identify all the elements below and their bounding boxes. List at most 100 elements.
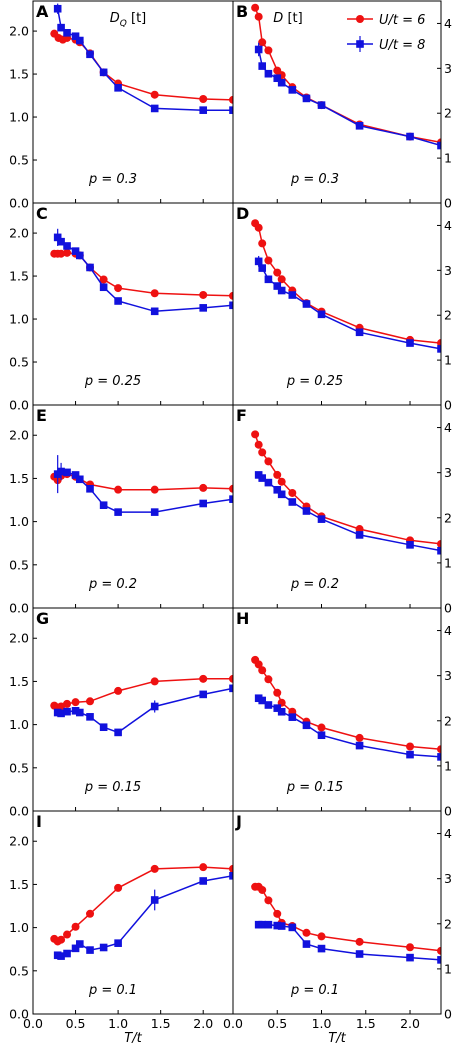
- data-point-circle: [199, 863, 208, 872]
- data-point-square: [199, 304, 208, 312]
- data-point-square: [406, 132, 414, 141]
- y-tick-label-left: 1.0: [9, 312, 29, 327]
- y-tick-label-right: 0: [444, 196, 452, 211]
- data-point-square: [437, 345, 441, 353]
- data-point-square: [437, 753, 441, 761]
- panel-e: Ep = 0.2: [32, 406, 233, 609]
- title-symbol: D: [110, 11, 120, 26]
- legend-marker-square: [356, 40, 364, 48]
- data-point-square: [229, 106, 233, 114]
- panel-data-b: [251, 3, 441, 150]
- panel-g: Gp = 0.15: [32, 609, 233, 812]
- y-tick-label-left: 0.0: [9, 804, 29, 819]
- data-point-square: [63, 242, 71, 250]
- panel-data-i: [50, 863, 233, 960]
- y-tick-label-left: 2.0: [9, 428, 29, 443]
- series-line: [54, 252, 233, 297]
- x-tick-label: 1.0: [108, 1016, 128, 1031]
- x-tick-label: 1.5: [151, 1016, 171, 1031]
- data-point-square: [71, 471, 80, 479]
- grid-frame: [32, 0, 442, 1015]
- data-point-circle: [258, 666, 267, 675]
- data-point-circle: [150, 864, 159, 873]
- data-point-square: [288, 291, 297, 299]
- data-point-circle: [63, 248, 72, 257]
- data-point-circle: [437, 539, 441, 548]
- y-tick-label-right: 3: [444, 871, 452, 886]
- y-tick-label-left: 0.0: [9, 601, 29, 616]
- y-tick-label-right: 1: [444, 151, 452, 166]
- y-tick-label-right: 0: [444, 601, 452, 616]
- doping-label: p = 0.1: [88, 983, 137, 998]
- data-point-square: [288, 713, 297, 721]
- data-point-square: [114, 84, 122, 92]
- panel-letter: C: [36, 204, 48, 223]
- data-point-square: [57, 467, 65, 476]
- data-point-square: [76, 708, 84, 717]
- data-point-circle: [406, 943, 415, 952]
- y-tick-label-right: 0: [444, 804, 452, 819]
- data-point-square: [229, 684, 233, 693]
- data-point-square: [99, 68, 108, 77]
- data-point-square: [258, 920, 267, 929]
- data-point-circle: [229, 674, 233, 683]
- data-point-square: [199, 690, 208, 699]
- x-tick-label: 0.0: [23, 1016, 43, 1031]
- data-point-square: [264, 275, 273, 284]
- y-tick-label-right: 2: [444, 916, 452, 931]
- y-tick-label-left: 0.0: [9, 1007, 29, 1022]
- data-point-square: [63, 29, 71, 37]
- data-point-square: [273, 74, 282, 83]
- figure-border: [32, 0, 442, 1015]
- axes-text: 0.0 0.5 1.0 1.5 2.0 0 1 2 3 4 0.0 0.5 1.0 1.5 2.0 0 1 2 3 4…: [9, 11, 452, 1046]
- data-point-square: [229, 301, 233, 310]
- y-tick-label-left: 0.5: [9, 963, 29, 978]
- data-point-square: [264, 69, 273, 78]
- y-tick-label-right: 0: [444, 398, 452, 413]
- data-point-square: [76, 251, 84, 260]
- data-point-circle: [288, 488, 297, 497]
- panel-letter: H: [236, 609, 249, 628]
- data-point-square: [150, 896, 159, 904]
- doping-label: p = 0.3: [88, 172, 137, 187]
- panel-letter: B: [236, 2, 248, 21]
- y-tick-label-left: 2.0: [9, 226, 29, 241]
- data-point-square: [76, 36, 84, 45]
- series-line: [258, 261, 441, 350]
- legend-marker-circle: [356, 15, 364, 23]
- data-point-square: [150, 104, 159, 113]
- y-tick-label-left: 1.0: [9, 717, 29, 732]
- data-point-square: [99, 283, 108, 292]
- y-tick-label-left: 0.5: [9, 557, 29, 572]
- series-line: [257, 49, 441, 147]
- data-point-square: [355, 121, 364, 130]
- data-point-square: [355, 741, 364, 750]
- y-tick-label-left: 1.5: [9, 674, 29, 689]
- y-tick-label-right: 4: [444, 420, 452, 435]
- data-point-circle: [254, 660, 263, 669]
- data-point-square: [114, 297, 122, 305]
- y-tick-label-right: 4: [444, 826, 452, 841]
- data-point-square: [229, 871, 233, 880]
- y-tick-label-right: 3: [444, 465, 452, 480]
- panel-letter: F: [236, 406, 247, 425]
- data-point-square: [317, 515, 326, 523]
- data-point-square: [57, 709, 65, 718]
- data-point-circle: [199, 94, 208, 103]
- title-unit: [t]: [127, 11, 146, 26]
- data-point-square: [302, 940, 311, 948]
- y-tick-label-left: 0.5: [9, 355, 29, 370]
- panel-data-e: [50, 455, 233, 516]
- y-tick-label-right: 3: [444, 668, 452, 683]
- series-line: [254, 434, 441, 545]
- y-tick-label-right: 2: [444, 106, 452, 121]
- y-tick-label-left: 0.0: [9, 398, 29, 413]
- data-point-circle: [264, 896, 273, 905]
- data-point-circle: [273, 470, 282, 479]
- data-point-square: [199, 106, 208, 114]
- y-tick-label-left: 1.5: [9, 67, 29, 82]
- y-tick-label-right: 2: [444, 713, 452, 728]
- panel-data-j: [251, 882, 441, 964]
- panel-d: Dp = 0.25: [232, 204, 441, 406]
